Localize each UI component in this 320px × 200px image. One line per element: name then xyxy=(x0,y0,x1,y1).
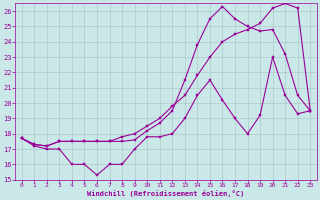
X-axis label: Windchill (Refroidissement éolien,°C): Windchill (Refroidissement éolien,°C) xyxy=(87,190,244,197)
